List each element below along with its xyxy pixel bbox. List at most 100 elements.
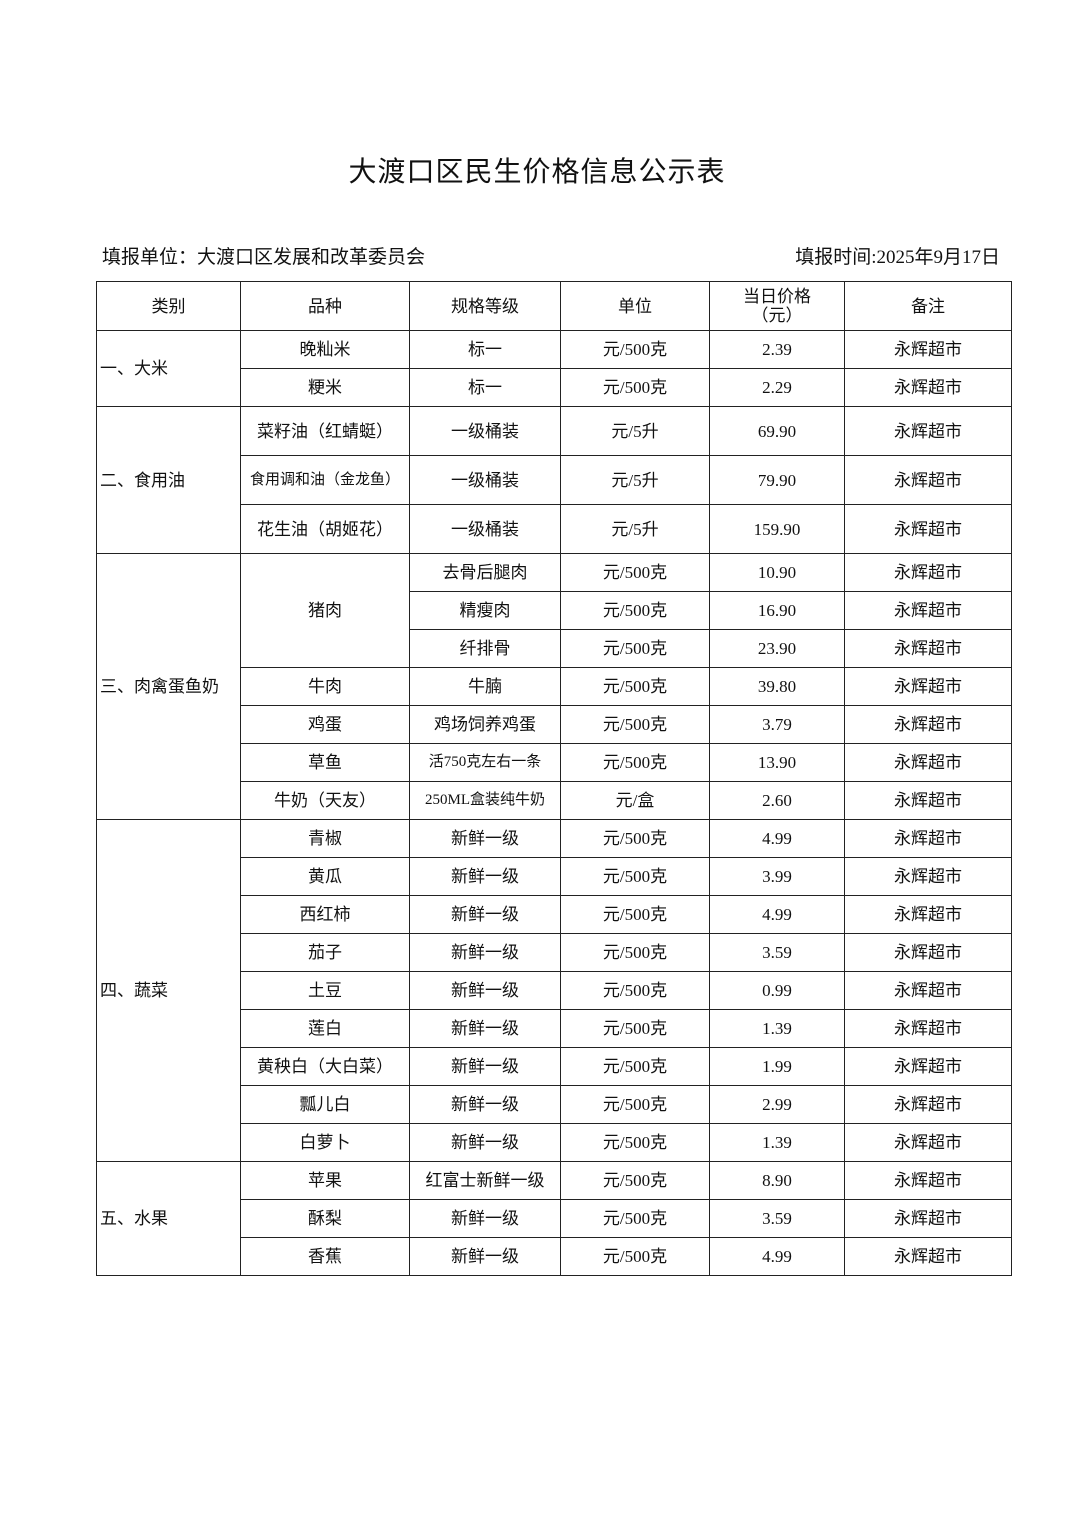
variety-cell: 西红柿	[240, 895, 410, 934]
price-cell: 23.90	[709, 629, 845, 668]
price-cell: 13.90	[709, 743, 845, 782]
header-category: 类别	[96, 281, 241, 331]
note-cell: 永辉超市	[844, 1237, 1012, 1276]
spec-cell: 红富士新鲜一级	[409, 1161, 561, 1200]
header-price: 当日价格 （元）	[709, 281, 845, 331]
table-row: 精瘦肉 元/500克 16.90 永辉超市	[97, 591, 1012, 630]
header-note: 备注	[844, 281, 1012, 331]
note-cell: 永辉超市	[844, 781, 1012, 820]
spec-cell: 新鲜一级	[409, 1009, 561, 1048]
price-cell: 16.90	[709, 591, 845, 630]
variety-cell: 花生油（胡姬花）	[240, 504, 410, 554]
price-cell: 1.99	[709, 1047, 845, 1086]
note-cell: 永辉超市	[844, 857, 1012, 896]
note-cell: 永辉超市	[844, 1009, 1012, 1048]
unit-cell: 元/500克	[560, 1009, 710, 1048]
spec-cell: 去骨后腿肉	[409, 553, 561, 592]
unit-cell: 元/500克	[560, 819, 710, 858]
unit-cell: 元/500克	[560, 330, 710, 369]
note-cell: 永辉超市	[844, 455, 1012, 505]
note-cell: 永辉超市	[844, 1199, 1012, 1238]
table-row: 牛奶（天友） 250ML盒装纯牛奶 元/盒 2.60 永辉超市	[97, 781, 1012, 820]
price-cell: 3.79	[709, 705, 845, 744]
variety-cell: 土豆	[240, 971, 410, 1010]
header-row: 类别 品种 规格等级 单位 当日价格 （元） 备注	[96, 281, 1012, 331]
spec-cell: 精瘦肉	[409, 591, 561, 630]
unit-cell: 元/500克	[560, 1237, 710, 1276]
table-row: 五、水果 苹果 红富士新鲜一级 元/500克 8.90 永辉超市	[96, 1161, 1012, 1276]
unit-cell: 元/5升	[560, 455, 710, 505]
unit-cell: 元/500克	[560, 1199, 710, 1238]
table-row: 牛肉 牛腩 元/500克 39.80 永辉超市	[97, 667, 1012, 706]
table-row: 西红柿 新鲜一级 元/500克 4.99 永辉超市	[97, 895, 1012, 934]
spec-cell: 标一	[409, 330, 561, 369]
variety-cell: 瓢儿白	[240, 1085, 410, 1124]
table-row: 茄子 新鲜一级 元/500克 3.59 永辉超市	[97, 933, 1012, 972]
table-row: 莲白 新鲜一级 元/500克 1.39 永辉超市	[97, 1009, 1012, 1048]
spec-cell: 标一	[409, 368, 561, 407]
variety-cell: 草鱼	[240, 743, 410, 782]
variety-cell: 猪肉	[240, 553, 410, 668]
spec-cell: 一级桶装	[409, 455, 561, 505]
spec-cell: 新鲜一级	[409, 1123, 561, 1162]
price-cell: 1.39	[709, 1009, 845, 1048]
variety-cell: 香蕉	[240, 1237, 410, 1276]
spec-cell: 新鲜一级	[409, 971, 561, 1010]
unit-cell: 元/500克	[560, 553, 710, 592]
unit-cell: 元/5升	[560, 406, 710, 456]
price-cell: 69.90	[709, 406, 845, 456]
table-row: 白萝卜 新鲜一级 元/500克 1.39 永辉超市	[97, 1123, 1012, 1162]
spec-cell: 新鲜一级	[409, 1237, 561, 1276]
spec-cell: 新鲜一级	[409, 895, 561, 934]
variety-cell: 食用调和油（金龙鱼）	[240, 455, 410, 505]
spec-cell: 新鲜一级	[409, 819, 561, 858]
price-cell: 4.99	[709, 1237, 845, 1276]
category-cell: 二、食用油	[96, 406, 241, 554]
price-cell: 2.29	[709, 368, 845, 407]
note-cell: 永辉超市	[844, 705, 1012, 744]
category-cell: 三、肉禽蛋鱼奶	[96, 553, 241, 820]
unit-cell: 元/500克	[560, 895, 710, 934]
variety-cell: 鸡蛋	[240, 705, 410, 744]
spec-cell: 活750克左右一条	[409, 743, 561, 782]
price-cell: 2.60	[709, 781, 845, 820]
table-row: 二、食用油 菜籽油（红蜻蜓） 一级桶装 元/5升 69.90 永辉超市	[96, 406, 1012, 554]
spec-cell: 一级桶装	[409, 406, 561, 456]
price-cell: 10.90	[709, 553, 845, 592]
note-cell: 永辉超市	[844, 971, 1012, 1010]
spec-cell: 一级桶装	[409, 504, 561, 554]
spec-cell: 250ML盒装纯牛奶	[409, 781, 561, 820]
table-row: 三、肉禽蛋鱼奶 猪肉 去骨后腿肉 元/500克 10.90 永辉超市	[96, 553, 1012, 820]
note-cell: 永辉超市	[844, 667, 1012, 706]
note-cell: 永辉超市	[844, 368, 1012, 407]
table-row: 一、大米 晚籼米 标一 元/500克 2.39 永辉超市	[96, 330, 1012, 407]
price-cell: 159.90	[709, 504, 845, 554]
unit-cell: 元/500克	[560, 971, 710, 1010]
unit-cell: 元/500克	[560, 1047, 710, 1086]
note-cell: 永辉超市	[844, 629, 1012, 668]
table-row: 花生油（胡姬花） 一级桶装 元/5升 159.90 永辉超市	[97, 504, 1012, 554]
variety-cell: 黄瓜	[240, 857, 410, 896]
table-row: 四、蔬菜 青椒 新鲜一级 元/500克 4.99 永辉超市	[96, 819, 1012, 1162]
table-row: 黄秧白（大白菜） 新鲜一级 元/500克 1.99 永辉超市	[97, 1047, 1012, 1086]
variety-cell: 牛肉	[240, 667, 410, 706]
header-unit: 单位	[560, 281, 710, 331]
unit-cell: 元/500克	[560, 743, 710, 782]
variety-cell: 莲白	[240, 1009, 410, 1048]
filing-date: 填报时间:2025年9月17日	[795, 247, 1000, 268]
table-row: 鸡蛋 鸡场饲养鸡蛋 元/500克 3.79 永辉超市	[97, 705, 1012, 744]
note-cell: 永辉超市	[844, 406, 1012, 456]
unit-cell: 元/500克	[560, 591, 710, 630]
table-row: 纤排骨 元/500克 23.90 永辉超市	[97, 629, 1012, 668]
unit-cell: 元/500克	[560, 368, 710, 407]
unit-cell: 元/500克	[560, 705, 710, 744]
price-cell: 0.99	[709, 971, 845, 1010]
unit-cell: 元/500克	[560, 667, 710, 706]
category-cell: 一、大米	[96, 330, 241, 407]
spec-cell: 新鲜一级	[409, 1199, 561, 1238]
variety-cell: 牛奶（天友）	[240, 781, 410, 820]
category-cell: 四、蔬菜	[96, 819, 241, 1162]
unit-cell: 元/500克	[560, 933, 710, 972]
note-cell: 永辉超市	[844, 743, 1012, 782]
variety-cell: 菜籽油（红蜻蜓）	[240, 406, 410, 456]
